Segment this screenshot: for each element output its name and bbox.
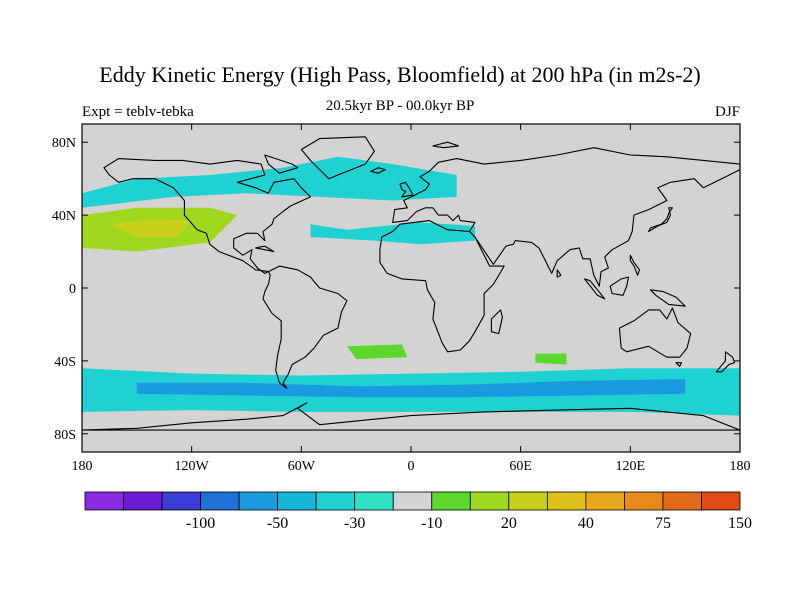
colorbar-label: -100 [186, 515, 215, 532]
colorbar-swatch [546, 491, 587, 511]
coastline-new-guinea [649, 289, 686, 307]
colorbar-label: -30 [344, 515, 365, 532]
anomaly-southern-ocean-decrease-core [136, 379, 686, 398]
anomaly-atlantic-subtropical-decrease [310, 222, 475, 245]
coastline-cuba [255, 245, 275, 253]
colorbar-label: 75 [655, 515, 671, 532]
colorbar-label: 20 [501, 515, 517, 532]
colorbar-swatch [662, 491, 702, 511]
colorbar-label: 40 [578, 515, 594, 532]
coastline-north-america [103, 158, 312, 274]
coastline-philippines [629, 254, 641, 276]
coastline-sri-lanka [556, 269, 562, 278]
coastline-madagascar [490, 309, 503, 335]
anomaly-south-atlantic-increase [347, 344, 408, 360]
lon-tick-label: 180 [72, 459, 93, 474]
lon-tick-label: 60E [509, 459, 532, 474]
lon-tick-label: 180 [730, 459, 751, 474]
lat-tick-label: 40N [52, 209, 76, 224]
coastline-new-zealand [715, 351, 736, 373]
lat-tick-label: 40S [54, 355, 76, 370]
lat-tick-label: 80N [52, 136, 76, 151]
lon-tick-label: 120E [616, 459, 646, 474]
coastline-sumatra [584, 278, 606, 300]
coastline-tasmania [675, 362, 683, 367]
map-subtitle: 20.5kyr BP - 00.0kyr BP [325, 98, 475, 114]
coastline-baffin-island [264, 154, 299, 174]
lon-tick-label: 60W [288, 459, 316, 474]
experiment-label: Expt = teblv-tebka [82, 104, 194, 120]
lon-tick-label: 0 [408, 459, 415, 474]
colorbar-swatch [238, 491, 279, 511]
colorbar-swatch [84, 491, 124, 511]
season-label: DJF [714, 104, 740, 120]
coastline-eurasia [392, 147, 740, 287]
colorbar-label: -10 [421, 515, 442, 532]
coastline-africa [379, 220, 505, 353]
coastline-great-britain [399, 181, 414, 198]
colorbar-swatch [585, 491, 625, 511]
lat-tick-label: 0 [69, 282, 76, 297]
colorbar-swatch [701, 491, 741, 511]
map-layer: 80N 40N 0 40S 80S 180 120W 60W 0 60E 120E 180 [52, 123, 751, 474]
colorbar-swatch [392, 491, 433, 511]
colorbar-swatch [624, 491, 664, 511]
anomaly-north-atlantic-storm-track-decrease [82, 156, 457, 208]
colorbar: -100 -50 -30 -10 20 40 75 150 [84, 491, 752, 532]
colorbar-swatch [200, 491, 240, 511]
colorbar-swatch [123, 491, 163, 511]
colorbar-swatch [508, 491, 548, 511]
colorbar-swatch [354, 491, 394, 511]
colorbar-label: -50 [267, 515, 288, 532]
lon-tick-label: 120W [175, 459, 210, 474]
coastline-borneo [609, 276, 630, 296]
coastline-japan [648, 207, 673, 233]
colorbar-swatch [431, 491, 471, 511]
coastline-iceland [370, 167, 386, 174]
coastline-svalbard [432, 141, 460, 149]
map-title: Eddy Kinetic Energy (High Pass, Bloomfie… [99, 62, 701, 87]
colorbar-swatch [277, 491, 317, 511]
coastline-antarctica [82, 402, 740, 431]
coastline-greenland [300, 136, 375, 180]
coastline-south-america [262, 265, 348, 389]
colorbar-swatch [315, 491, 356, 511]
colorbar-label: 150 [728, 515, 752, 532]
colorbar-swatch [469, 491, 510, 511]
anomaly-north-pacific-increase-core [109, 218, 192, 237]
coastline-australia [618, 307, 692, 358]
anomaly-indian-ocean-increase [535, 353, 567, 365]
colorbar-swatch [161, 491, 201, 511]
lat-tick-label: 80S [54, 428, 76, 443]
